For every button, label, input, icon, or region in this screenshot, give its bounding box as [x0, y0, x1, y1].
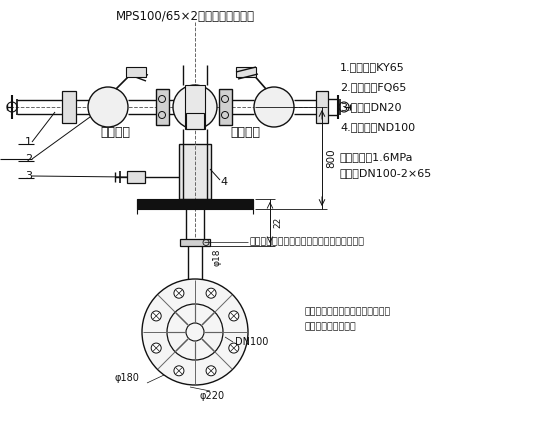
- Text: 3.放空阀DN20: 3.放空阀DN20: [340, 102, 402, 112]
- Circle shape: [229, 311, 239, 321]
- Text: 环境，防止器材冻裂: 环境，防止器材冻裂: [305, 322, 357, 331]
- Circle shape: [174, 366, 184, 376]
- Text: 通过消防水带连接泡沫枪、泡沫炮等噴射设备: 通过消防水带连接泡沫枪、泡沫炮等噴射设备: [250, 237, 365, 246]
- Text: 额定压力：1.6MPa: 额定压力：1.6MPa: [340, 152, 414, 162]
- Bar: [186, 113, 204, 129]
- Text: φ18: φ18: [212, 248, 221, 266]
- Circle shape: [173, 85, 217, 129]
- Circle shape: [174, 288, 184, 298]
- Circle shape: [88, 87, 128, 127]
- Text: 设置放空阀，可用于北方室外严寒: 设置放空阀，可用于北方室外严寒: [305, 307, 391, 316]
- Bar: [62, 91, 76, 123]
- Circle shape: [142, 279, 248, 385]
- Text: φ180: φ180: [114, 373, 139, 383]
- Bar: [219, 89, 232, 125]
- Text: 3: 3: [25, 171, 32, 181]
- Text: DN100: DN100: [235, 337, 268, 347]
- Bar: [126, 67, 146, 77]
- Circle shape: [229, 343, 239, 353]
- Text: 4: 4: [220, 177, 227, 187]
- Text: 1.管牙接扛KY65: 1.管牙接扛KY65: [340, 62, 405, 72]
- Bar: [185, 85, 205, 129]
- Text: MPS100/65×2型泡沫火火栓简图: MPS100/65×2型泡沫火火栓简图: [116, 10, 255, 23]
- Bar: [236, 67, 256, 77]
- Bar: [316, 91, 328, 123]
- Text: 2.消防球阀FQ65: 2.消防球阀FQ65: [340, 82, 406, 92]
- Circle shape: [206, 366, 216, 376]
- Text: 22: 22: [273, 217, 282, 228]
- Text: 2: 2: [25, 154, 32, 164]
- Bar: [137, 199, 253, 209]
- Circle shape: [151, 343, 161, 353]
- Bar: [180, 239, 210, 246]
- Text: 800: 800: [326, 148, 336, 168]
- Circle shape: [254, 87, 294, 127]
- Bar: [127, 171, 145, 183]
- Circle shape: [206, 288, 216, 298]
- Text: 豪通消防: 豪通消防: [100, 125, 130, 139]
- Text: 4.进口法兰ND100: 4.进口法兰ND100: [340, 122, 415, 132]
- Text: 火火超强: 火火超强: [230, 125, 260, 139]
- Text: 规格：DN100-2×65: 规格：DN100-2×65: [340, 168, 432, 178]
- Circle shape: [151, 311, 161, 321]
- Text: φ220: φ220: [200, 391, 225, 401]
- Text: 1: 1: [25, 137, 32, 147]
- Bar: [156, 89, 169, 125]
- Bar: [179, 144, 211, 199]
